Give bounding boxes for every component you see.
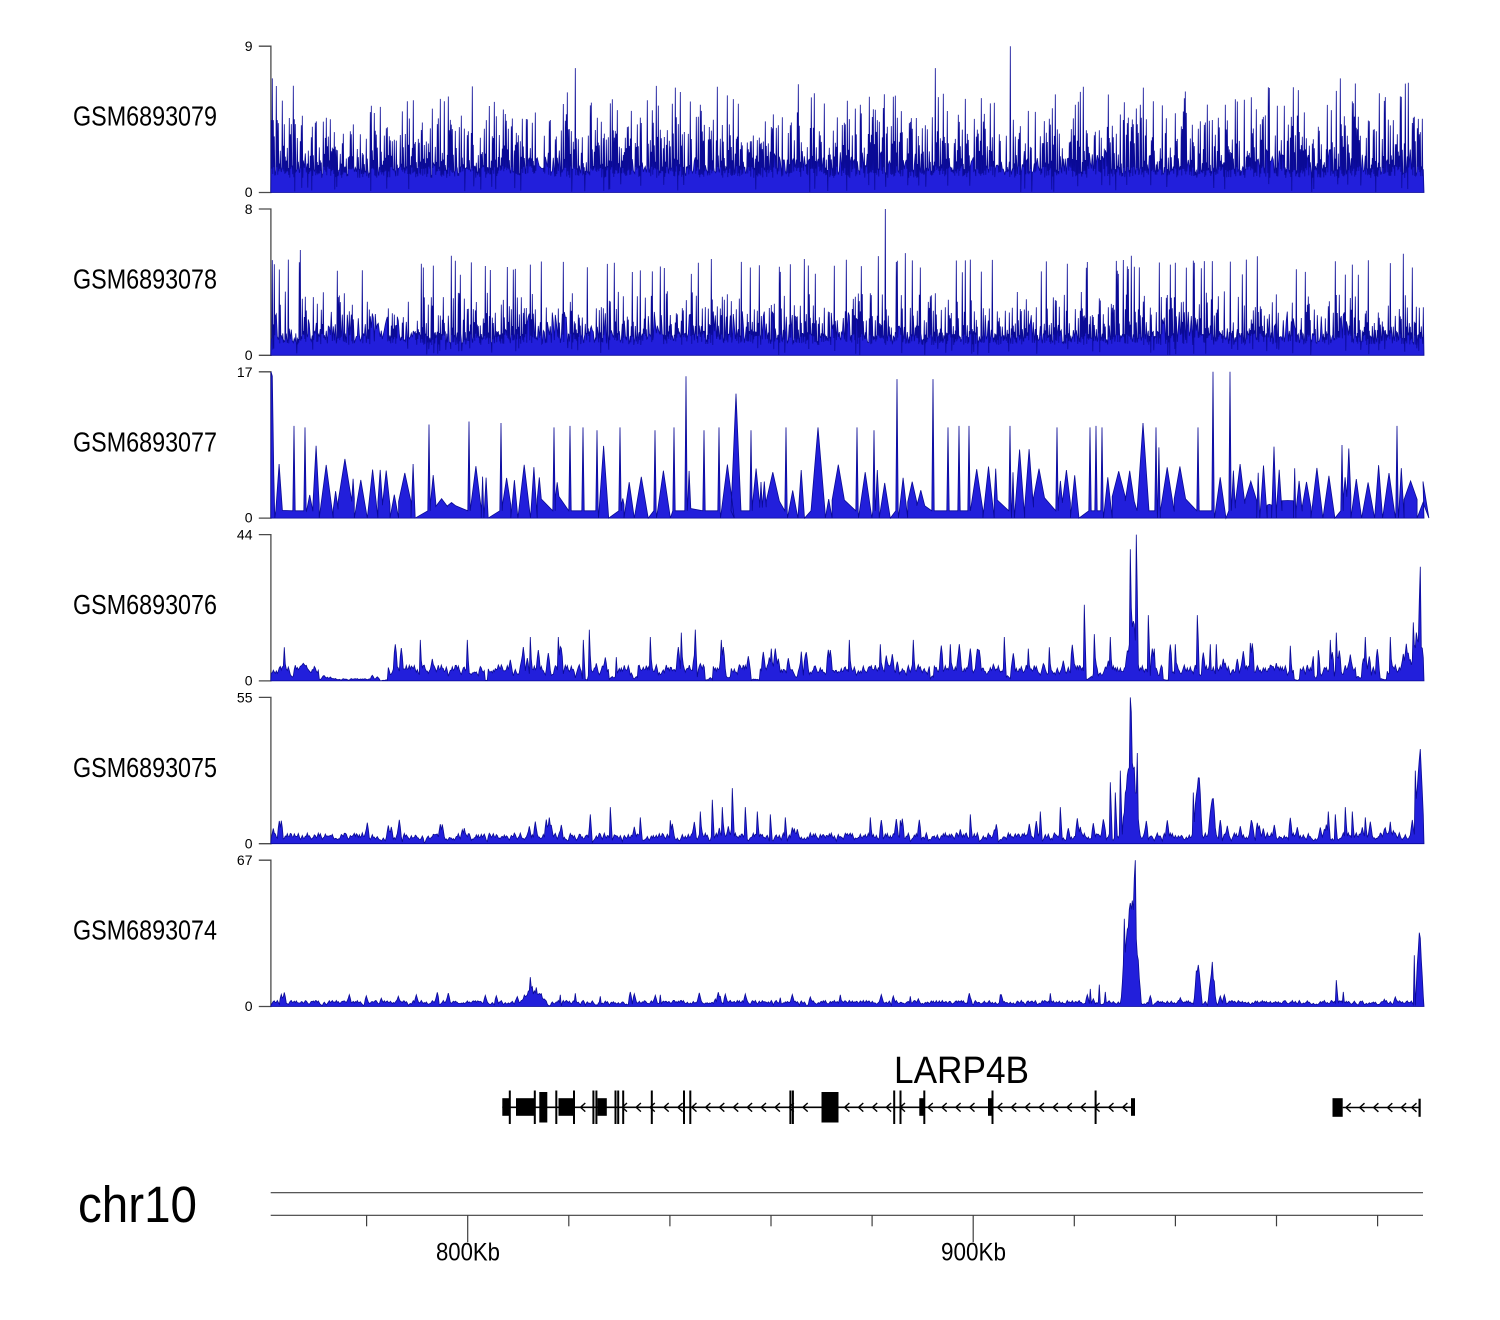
svg-text:0: 0 [245, 184, 253, 200]
svg-text:0: 0 [245, 510, 253, 526]
svg-text:GSM6893079: GSM6893079 [73, 101, 217, 132]
svg-text:8: 8 [245, 201, 253, 217]
svg-text:9: 9 [245, 38, 253, 54]
svg-text:chr10: chr10 [78, 1176, 197, 1233]
svg-text:0: 0 [245, 998, 253, 1014]
svg-text:0: 0 [245, 673, 253, 689]
svg-text:GSM6893077: GSM6893077 [73, 426, 217, 457]
svg-text:67: 67 [237, 852, 253, 868]
svg-text:900Kb: 900Kb [941, 1239, 1006, 1267]
svg-text:GSM6893075: GSM6893075 [73, 752, 217, 783]
svg-text:GSM6893074: GSM6893074 [73, 915, 217, 946]
svg-text:GSM6893078: GSM6893078 [73, 264, 217, 295]
svg-text:55: 55 [237, 689, 253, 705]
svg-text:0: 0 [245, 347, 253, 363]
svg-text:44: 44 [237, 527, 253, 543]
svg-text:800Kb: 800Kb [436, 1239, 500, 1267]
svg-text:LARP4B: LARP4B [894, 1050, 1029, 1092]
svg-text:0: 0 [245, 835, 253, 851]
svg-text:GSM6893076: GSM6893076 [73, 589, 217, 620]
svg-text:17: 17 [237, 364, 253, 380]
